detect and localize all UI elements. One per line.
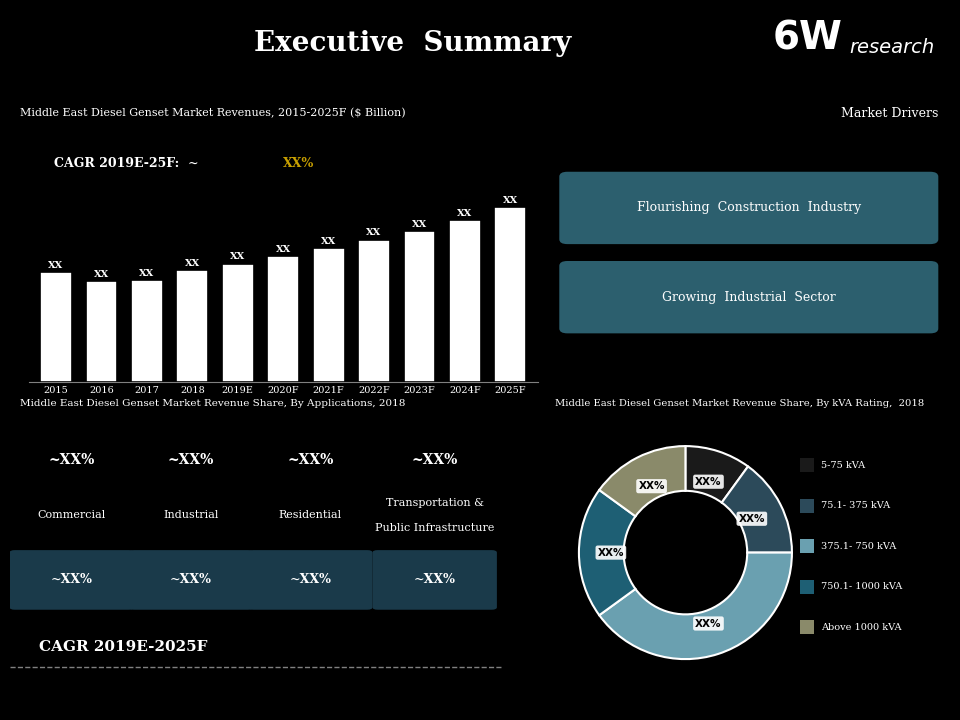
Text: XX: XX bbox=[139, 269, 155, 278]
Text: XX: XX bbox=[503, 196, 518, 204]
Bar bbox=[403, 231, 436, 382]
Text: XX%: XX% bbox=[695, 618, 722, 629]
Bar bbox=[801, 539, 814, 553]
FancyBboxPatch shape bbox=[372, 550, 497, 610]
Text: XX%: XX% bbox=[598, 548, 624, 557]
Text: XX: XX bbox=[94, 270, 109, 279]
Text: Middle East Diesel Genset Market Revenue Share, By kVA Rating,  2018: Middle East Diesel Genset Market Revenue… bbox=[555, 400, 924, 408]
FancyBboxPatch shape bbox=[10, 550, 134, 610]
Text: Middle East Diesel Genset Market Revenues, 2015-2025F ($ Billion): Middle East Diesel Genset Market Revenue… bbox=[20, 108, 406, 119]
Wedge shape bbox=[579, 490, 636, 615]
FancyBboxPatch shape bbox=[560, 261, 938, 333]
Text: Industrial: Industrial bbox=[163, 510, 219, 521]
Text: XX%: XX% bbox=[695, 477, 722, 487]
Bar bbox=[40, 272, 72, 382]
Text: XX%: XX% bbox=[283, 157, 315, 171]
Text: ~XX%: ~XX% bbox=[168, 454, 214, 467]
Text: ~XX%: ~XX% bbox=[287, 454, 333, 467]
Bar bbox=[801, 620, 814, 634]
Bar bbox=[449, 220, 481, 382]
Bar bbox=[358, 240, 390, 382]
Bar bbox=[801, 459, 814, 472]
Text: Executive  Summary: Executive Summary bbox=[254, 30, 571, 57]
Text: research: research bbox=[850, 38, 935, 57]
Bar bbox=[801, 580, 814, 593]
Text: Flourishing  Construction  Industry: Flourishing Construction Industry bbox=[636, 202, 861, 215]
Text: ~XX%: ~XX% bbox=[170, 573, 212, 586]
Text: XX%: XX% bbox=[638, 481, 665, 491]
Bar bbox=[801, 499, 814, 513]
Text: Above 1000 kVA: Above 1000 kVA bbox=[821, 623, 901, 631]
FancyBboxPatch shape bbox=[560, 172, 938, 244]
Text: Middle East Diesel Genset Market Revenue Share, By Applications, 2018: Middle East Diesel Genset Market Revenue… bbox=[20, 400, 405, 408]
FancyBboxPatch shape bbox=[129, 550, 253, 610]
Wedge shape bbox=[599, 553, 792, 659]
Bar bbox=[494, 207, 526, 382]
Bar bbox=[267, 256, 300, 382]
Text: Transportation &: Transportation & bbox=[386, 498, 484, 508]
Text: ~XX%: ~XX% bbox=[51, 573, 93, 586]
Text: XX: XX bbox=[48, 261, 63, 270]
Text: XX: XX bbox=[230, 253, 246, 261]
Text: Residential: Residential bbox=[278, 510, 342, 521]
Text: CAGR 2019E-25F:  ~: CAGR 2019E-25F: ~ bbox=[54, 157, 204, 171]
Bar bbox=[85, 281, 117, 382]
Text: Growing  Industrial  Sector: Growing Industrial Sector bbox=[662, 291, 835, 304]
Text: XX: XX bbox=[321, 237, 336, 246]
Text: XX: XX bbox=[184, 259, 200, 268]
Wedge shape bbox=[685, 446, 748, 503]
Text: Public Infrastructure: Public Infrastructure bbox=[375, 523, 494, 533]
Bar bbox=[131, 280, 163, 382]
Text: XX: XX bbox=[276, 245, 291, 253]
Text: 375.1- 750 kVA: 375.1- 750 kVA bbox=[821, 541, 896, 551]
Bar bbox=[177, 270, 208, 382]
Text: XX: XX bbox=[412, 220, 427, 229]
Text: XX%: XX% bbox=[738, 514, 765, 523]
Text: XX: XX bbox=[367, 228, 382, 238]
Text: ~XX%: ~XX% bbox=[289, 573, 331, 586]
Text: ~XX%: ~XX% bbox=[414, 573, 456, 586]
Text: ~XX%: ~XX% bbox=[412, 454, 458, 467]
Wedge shape bbox=[722, 467, 792, 553]
Text: Commercial: Commercial bbox=[37, 510, 106, 521]
Wedge shape bbox=[599, 446, 685, 516]
Text: 6W: 6W bbox=[773, 20, 843, 58]
Text: 5-75 kVA: 5-75 kVA bbox=[821, 461, 865, 469]
FancyBboxPatch shape bbox=[248, 550, 372, 610]
Text: CAGR 2019E-2025F: CAGR 2019E-2025F bbox=[39, 640, 208, 654]
Text: 750.1- 1000 kVA: 750.1- 1000 kVA bbox=[821, 582, 902, 591]
Bar bbox=[222, 264, 253, 382]
Text: 75.1- 375 kVA: 75.1- 375 kVA bbox=[821, 501, 890, 510]
Text: ~XX%: ~XX% bbox=[49, 454, 95, 467]
Bar bbox=[313, 248, 345, 382]
Text: XX: XX bbox=[457, 209, 472, 217]
Text: Market Drivers: Market Drivers bbox=[841, 107, 938, 120]
